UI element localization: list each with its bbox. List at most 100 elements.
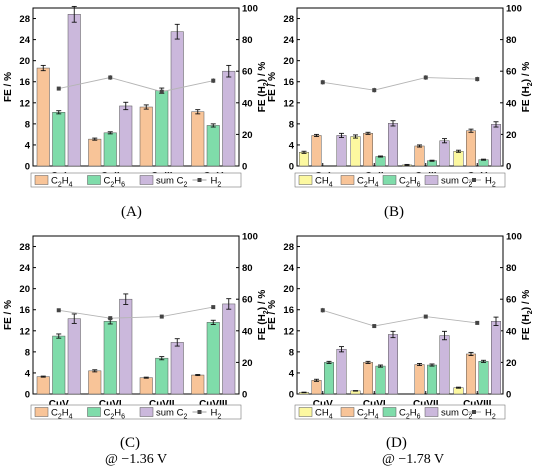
bar-c2h4 bbox=[36, 376, 50, 395]
y2-axis-label-group: FE (H2​) / % bbox=[257, 62, 270, 113]
h2-series-line bbox=[58, 77, 214, 93]
legend-label-c2h4: C2​H4​ bbox=[357, 408, 379, 421]
y2-tick-label: 80 bbox=[506, 263, 517, 274]
chart-panel-b: 0 4 8 12 16 20 24 28 0 20 40 60 80 100 FE / % FE (H2​) … bbox=[267, 4, 534, 189]
y-tick-label: 12 bbox=[19, 98, 30, 109]
bar-ch4 bbox=[453, 151, 464, 167]
y2-tick-label: 20 bbox=[242, 358, 253, 369]
panel-caption-c: (C) bbox=[120, 435, 140, 451]
y-tick-label: 28 bbox=[283, 14, 294, 25]
legend-label-c2h4: C2​H4​ bbox=[51, 176, 73, 189]
y2-tick-label: 40 bbox=[506, 326, 517, 337]
bar-c2h6 bbox=[206, 322, 220, 395]
legend-swatch-sumc2 bbox=[424, 407, 439, 417]
y2-tick-label: 100 bbox=[242, 4, 258, 15]
y-tick-label: 12 bbox=[19, 326, 30, 337]
h2-point bbox=[56, 308, 61, 313]
legend-swatch-sumc2 bbox=[139, 407, 154, 417]
legend-label-c2h6: C2​H6​ bbox=[399, 408, 421, 421]
h2-point bbox=[475, 320, 480, 325]
y2-tick-label: 100 bbox=[506, 232, 522, 243]
x-tick-label: CuVII bbox=[413, 399, 439, 410]
y-tick-label: 28 bbox=[283, 242, 294, 253]
bar-sumc2 bbox=[439, 140, 450, 167]
y-tick-label: 24 bbox=[19, 35, 30, 46]
legend-swatch-c2h4 bbox=[340, 407, 355, 417]
bar-c2h6 bbox=[206, 125, 220, 167]
h2-series-line bbox=[322, 77, 478, 91]
y-tick-label: 8 bbox=[289, 347, 294, 358]
y-tick-label: 16 bbox=[283, 77, 294, 88]
y2-tick-label: 20 bbox=[506, 130, 517, 141]
legend-label-sumc2: sum C2​ bbox=[156, 408, 187, 421]
y-tick-label: 16 bbox=[283, 305, 294, 316]
legend-label-h2: H2​ bbox=[211, 176, 222, 189]
y-tick-label: 20 bbox=[283, 56, 294, 67]
bar-sumc2 bbox=[388, 334, 398, 395]
legend: CH4​ C2​H4​ C2​H6​ sum C2​ H2​ bbox=[294, 404, 506, 421]
bar-sumc2 bbox=[388, 123, 398, 167]
bar-c2h6 bbox=[427, 364, 437, 395]
y-tick-label: 12 bbox=[283, 98, 294, 109]
h2-point bbox=[108, 316, 113, 321]
h2-point bbox=[211, 78, 216, 83]
chart-panel-d: 0 4 8 12 16 20 24 28 0 20 40 60 80 100 FE / % FE (H2​) … bbox=[267, 232, 534, 421]
y2-axis-label: FE (H2​) / % bbox=[521, 62, 534, 113]
bar-sumc2 bbox=[491, 124, 501, 167]
y2-tick-label: 20 bbox=[242, 130, 253, 141]
legend-label-ch4: CH4​ bbox=[315, 408, 333, 421]
bar-sumc2 bbox=[222, 303, 236, 395]
legend-label-sumc2: sum C2​ bbox=[441, 408, 472, 421]
legend-swatch-ch4 bbox=[298, 407, 313, 417]
potential-label-right: @ −1.78 V bbox=[382, 452, 445, 467]
y2-tick-label: 100 bbox=[242, 232, 258, 243]
y-tick-label: 8 bbox=[25, 347, 30, 358]
bar-sumc2 bbox=[170, 342, 184, 395]
y-axis-label: FE / % bbox=[267, 72, 278, 102]
y-axis-label: FE / % bbox=[3, 300, 14, 330]
y2-axis-label-group: FE (H2​) / % bbox=[521, 290, 534, 341]
y2-tick-label: 0 bbox=[506, 390, 511, 401]
legend-box bbox=[30, 172, 242, 188]
y-tick-label: 4 bbox=[25, 140, 31, 151]
panel-caption-b: (B) bbox=[384, 204, 404, 220]
plot-frame bbox=[296, 235, 504, 395]
y-axis-label: FE / % bbox=[267, 300, 278, 330]
legend-marker-h2 bbox=[197, 178, 202, 182]
y-tick-label: 28 bbox=[19, 242, 30, 253]
y-tick-label: 16 bbox=[19, 77, 30, 88]
legend: C2​H4​ C2​H6​ sum C2​ H2​ bbox=[30, 172, 242, 189]
y2-tick-label: 40 bbox=[242, 326, 253, 337]
bar-c2h6 bbox=[375, 156, 386, 167]
y-tick-label: 0 bbox=[25, 390, 30, 401]
bar-c2h6 bbox=[103, 321, 117, 395]
h2-series-line bbox=[322, 309, 478, 327]
x-tick-label: CuVIII bbox=[199, 399, 228, 410]
bar-c2h6 bbox=[155, 357, 169, 395]
y2-tick-label: 60 bbox=[506, 67, 517, 78]
x-tick-label: CuV bbox=[49, 399, 69, 410]
x-tick-label: CuVII bbox=[149, 399, 175, 410]
plot-frame bbox=[32, 7, 240, 167]
y2-axis-label-group: FE (H2​) / % bbox=[521, 62, 534, 113]
y2-axis-label: FE (H2​) / % bbox=[521, 290, 534, 341]
legend-swatch-sumc2 bbox=[424, 175, 439, 185]
y-tick-label: 8 bbox=[289, 119, 294, 130]
legend-label-sumc2: sum C2​ bbox=[156, 176, 187, 189]
legend-marker-h2 bbox=[472, 410, 476, 414]
bar-c2h4 bbox=[363, 362, 373, 395]
h2-point bbox=[423, 314, 428, 319]
h2-point bbox=[159, 89, 164, 94]
y2-tick-label: 80 bbox=[242, 35, 253, 46]
legend-label-c2h4: C2​H4​ bbox=[357, 176, 379, 189]
y2-tick-label: 100 bbox=[506, 4, 522, 15]
y-tick-label: 24 bbox=[283, 263, 294, 274]
legend-marker-h2 bbox=[472, 178, 476, 182]
bar-ch4 bbox=[350, 136, 361, 167]
h2-series-line bbox=[58, 306, 214, 319]
x-tick-label: CuVIII bbox=[463, 399, 492, 410]
h2-point bbox=[372, 88, 377, 93]
bar-c2h6 bbox=[324, 362, 334, 395]
h2-point bbox=[372, 324, 377, 329]
